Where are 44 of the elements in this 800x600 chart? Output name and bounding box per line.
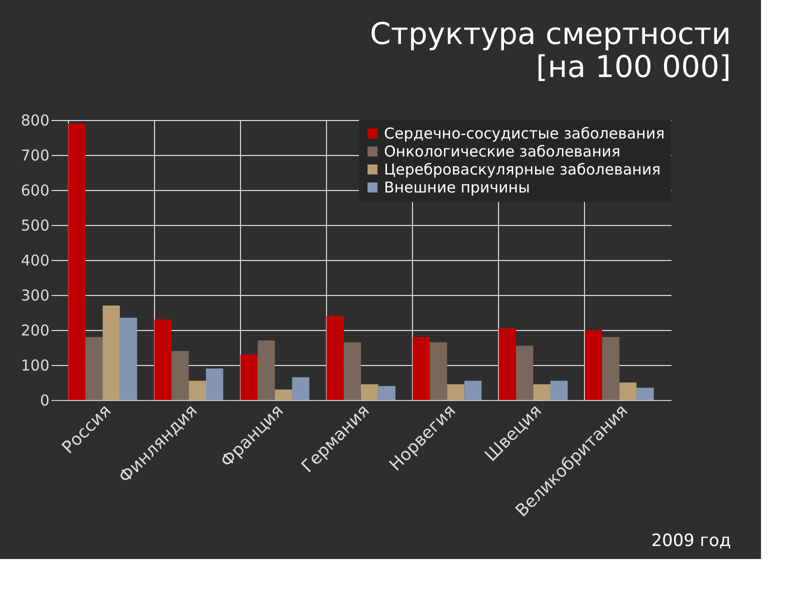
bar bbox=[516, 346, 534, 400]
bar bbox=[102, 306, 120, 400]
bar bbox=[85, 337, 103, 400]
bar bbox=[498, 328, 516, 400]
bar bbox=[274, 390, 292, 400]
bar bbox=[378, 386, 396, 400]
bar bbox=[258, 340, 275, 400]
bar bbox=[206, 368, 224, 400]
y-tick-label: 800 bbox=[20, 112, 50, 130]
text: 2009 год bbox=[651, 531, 731, 551]
chart-title: Структура смертности bbox=[370, 17, 731, 52]
y-tick-label: 100 bbox=[20, 356, 50, 374]
bar bbox=[188, 380, 206, 400]
y-tick-label: 300 bbox=[20, 286, 50, 304]
bar bbox=[636, 388, 654, 400]
chart-subtitle: [на 100 000] bbox=[536, 50, 731, 85]
bar bbox=[172, 351, 189, 400]
bar bbox=[154, 320, 172, 400]
bar bbox=[464, 380, 482, 400]
y-tick-label: 200 bbox=[20, 322, 50, 340]
bar bbox=[550, 380, 568, 400]
y-tick-label: 0 bbox=[40, 392, 50, 410]
bar bbox=[602, 337, 620, 400]
y-tick-label: 400 bbox=[20, 252, 50, 270]
bar bbox=[344, 342, 361, 400]
y-tick-label: 500 bbox=[20, 216, 50, 234]
bar bbox=[240, 354, 258, 400]
legend-label: Сердечно-сосудистые заболевания bbox=[384, 124, 665, 142]
bar bbox=[412, 337, 430, 400]
bar bbox=[120, 318, 138, 400]
bar bbox=[326, 316, 344, 400]
bar bbox=[430, 342, 448, 400]
bar bbox=[584, 330, 602, 400]
legend-label: Внешние причины bbox=[384, 178, 530, 196]
legend-label: Онкологические заболевания bbox=[384, 142, 620, 160]
bar bbox=[292, 377, 310, 400]
bar bbox=[361, 384, 378, 400]
y-tick-label: 700 bbox=[20, 146, 50, 164]
bar bbox=[68, 124, 86, 400]
bar bbox=[533, 384, 550, 400]
bar bbox=[447, 384, 464, 400]
legend-label: Цереброваскулярные заболевания bbox=[384, 160, 661, 178]
y-tick-label: 600 bbox=[20, 182, 50, 200]
bar bbox=[619, 382, 637, 400]
